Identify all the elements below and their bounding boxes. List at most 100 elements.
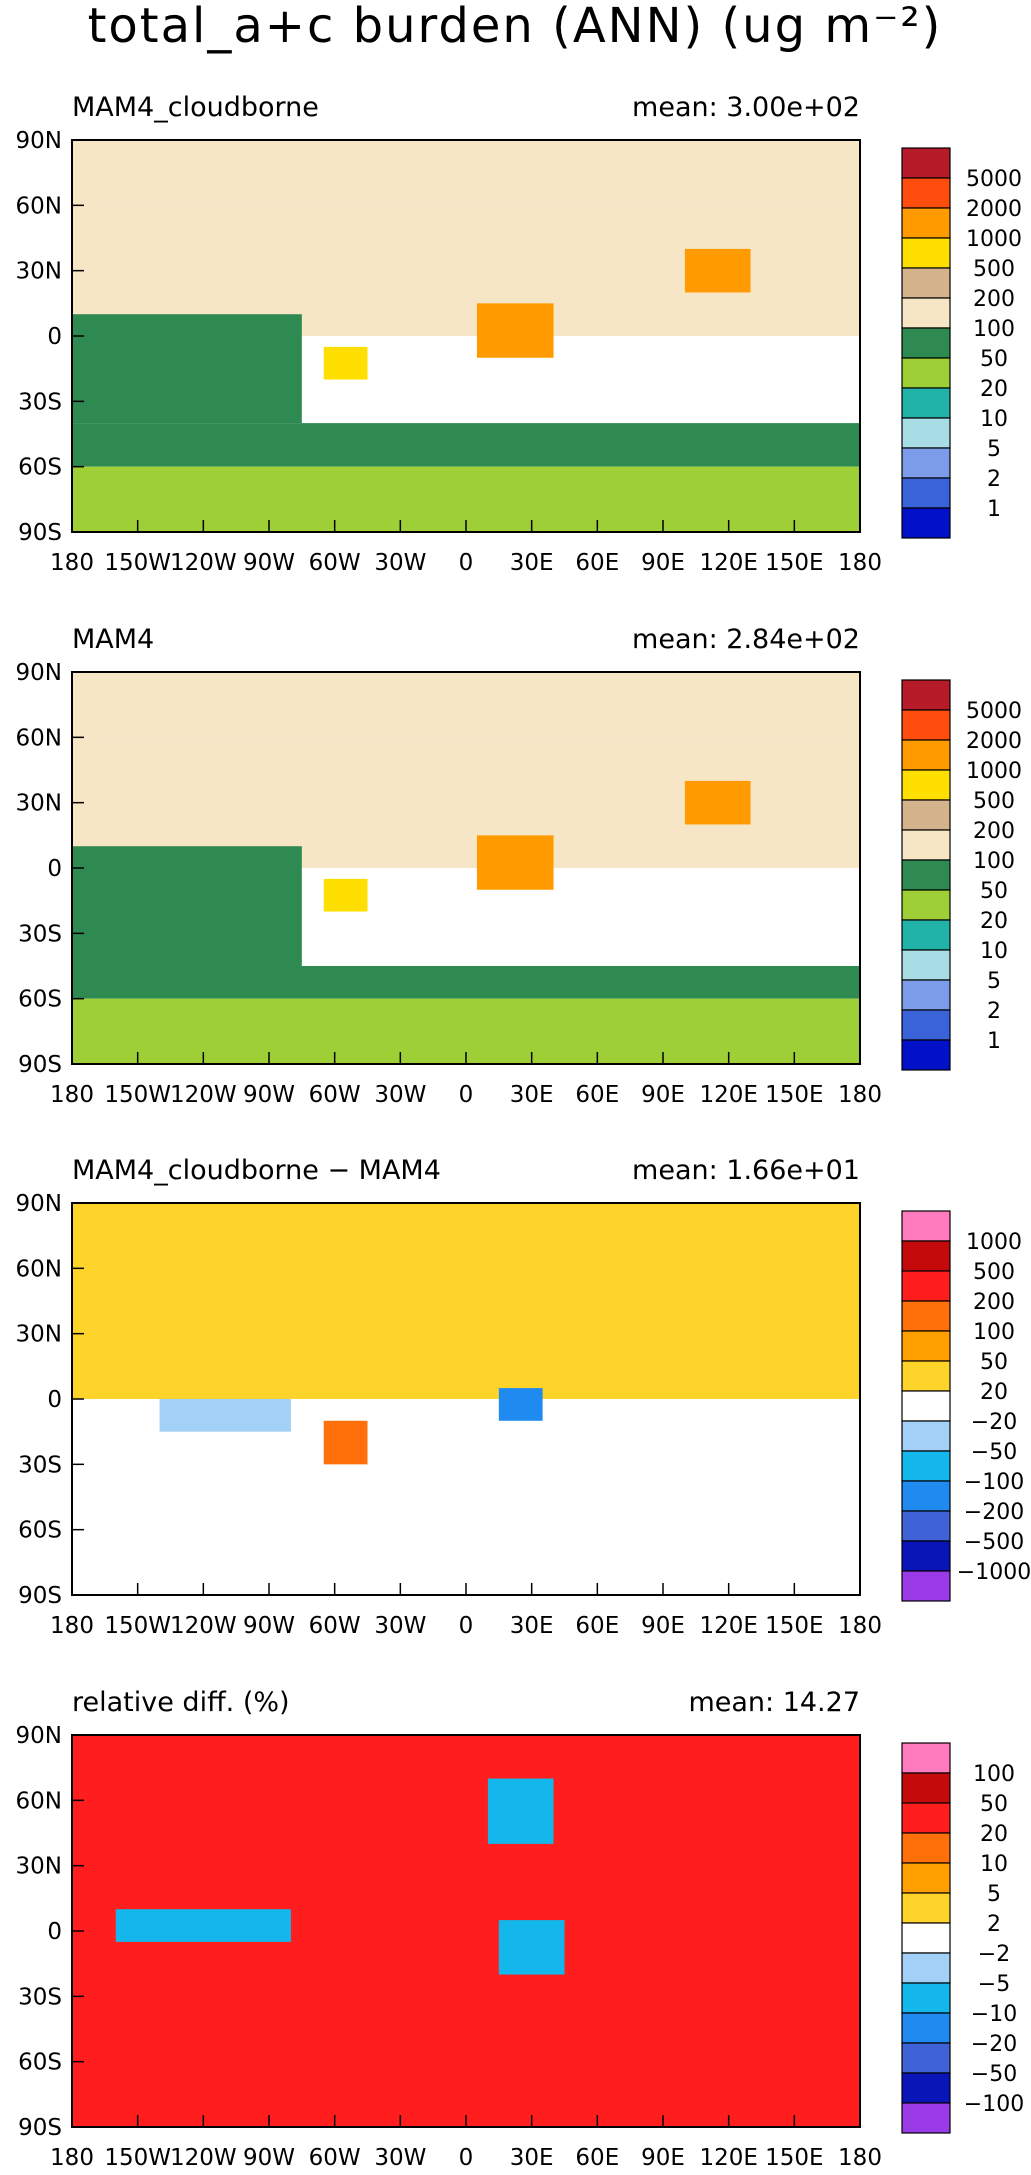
colorbar-label: 2: [987, 467, 1001, 492]
y-tick-label: 60S: [18, 987, 62, 1013]
colorbar-swatch: [901, 1832, 951, 1864]
field-zone: [72, 672, 860, 738]
colorbar-label: 5000: [966, 699, 1022, 724]
x-tick-label: 0: [459, 1613, 474, 1639]
colorbar-label: 100: [973, 849, 1015, 874]
colorbar-label: 5: [987, 437, 1001, 462]
colorbar-swatch: [901, 2042, 951, 2074]
colorbar-label: 500: [973, 789, 1015, 814]
x-tick-label: 30W: [374, 2145, 426, 2171]
panel-mean: mean: 14.27: [688, 1687, 860, 1718]
field-zone: [323, 1420, 368, 1465]
field-zone: [72, 140, 860, 206]
colorbar-swatch: [901, 979, 951, 1011]
colorbar-swatch: [901, 1240, 951, 1272]
x-tick-label: 60W: [309, 1613, 361, 1639]
x-tick-label: 150E: [765, 2145, 823, 2171]
colorbar-label: 50: [980, 879, 1008, 904]
colorbar-swatch: [901, 147, 951, 179]
x-tick-label: 90W: [243, 1613, 295, 1639]
y-tick-label: 90N: [16, 1191, 62, 1217]
x-tick-label: 150E: [765, 1082, 823, 1108]
colorbar: 1000 500 200 100 50 20 −20 −50 −100 −200 −500 −1000: [901, 1210, 1031, 1602]
x-tick-label: 150W: [104, 1082, 171, 1108]
x-tick-label: 60W: [309, 2145, 361, 2171]
field-zone: [323, 346, 368, 380]
colorbar: 5000 2000 1000 500 200 100 50 20 10 5 2 1: [901, 147, 1022, 539]
colorbar: 5000 2000 1000 500 200 100 50 20 10 5 2 1: [901, 679, 1022, 1071]
field-zone: [72, 846, 302, 966]
x-tick-label: 150E: [765, 1613, 823, 1639]
y-tick-label: 30S: [18, 921, 62, 947]
colorbar-label: 1: [987, 497, 1001, 522]
colorbar-swatch: [901, 889, 951, 921]
colorbar-label: 20: [980, 377, 1008, 402]
y-tick-label: 60N: [16, 1256, 62, 1282]
field-zone: [72, 1203, 860, 1399]
x-tick-label: 60W: [309, 1082, 361, 1108]
x-tick-label: 90W: [243, 550, 295, 576]
y-tick-label: 60N: [16, 725, 62, 751]
field-zone: [72, 314, 302, 424]
y-tick-label: 60S: [18, 455, 62, 481]
colorbar: 100 50 20 10 5 2 −2 −5 −10 −20 −50 −100: [901, 1742, 1024, 2134]
colorbar-label: −200: [964, 1500, 1024, 1525]
map-field: [72, 140, 860, 532]
field-zone: [476, 835, 554, 890]
x-tick-label: 120W: [170, 550, 237, 576]
x-tick-label: 60E: [575, 550, 619, 576]
x-tick-label: 180: [838, 550, 882, 576]
field-zone: [72, 423, 860, 467]
figure-title: total_a+c burden (ANN) (ug m⁻²): [88, 0, 943, 54]
x-tick-label: 30E: [510, 550, 554, 576]
colorbar-swatch: [901, 1570, 951, 1602]
y-tick-label: 90S: [18, 1052, 62, 1078]
panel-title: MAM4_cloudborne − MAM4: [72, 1155, 441, 1186]
y-tick-label: 0: [47, 856, 62, 882]
colorbar-swatch: [901, 679, 951, 711]
colorbar-label: 1000: [966, 227, 1022, 252]
colorbar-swatch: [901, 207, 951, 239]
y-tick-label: 30S: [18, 1984, 62, 2010]
x-tick-label: 120E: [699, 550, 757, 576]
colorbar-label: 20: [980, 909, 1008, 934]
panel-mean: mean: 1.66e+01: [632, 1155, 860, 1186]
map-field: [72, 672, 860, 1064]
colorbar-swatch: [901, 327, 951, 359]
colorbar-label: −2: [978, 1942, 1010, 1967]
x-tick-label: 180: [838, 1082, 882, 1108]
colorbar-label: −10: [971, 2002, 1017, 2027]
colorbar-swatch: [901, 859, 951, 891]
x-tick-label: 0: [459, 1082, 474, 1108]
colorbar-label: 100: [973, 1762, 1015, 1787]
x-tick-label: 120E: [699, 1613, 757, 1639]
colorbar-swatch: [901, 1802, 951, 1834]
colorbar-label: −20: [971, 1410, 1017, 1435]
y-tick-label: 30S: [18, 1452, 62, 1478]
colorbar-swatch: [901, 267, 951, 299]
panel-mean: mean: 2.84e+02: [632, 624, 860, 655]
colorbar-label: 500: [973, 257, 1015, 282]
x-tick-label: 0: [459, 2145, 474, 2171]
field-zone: [684, 248, 751, 293]
colorbar-label: 500: [973, 1260, 1015, 1285]
x-tick-label: 30W: [374, 1082, 426, 1108]
colorbar-label: 100: [973, 317, 1015, 342]
x-tick-label: 90E: [641, 1613, 685, 1639]
colorbar-swatch: [901, 357, 951, 389]
y-tick-label: 0: [47, 1387, 62, 1413]
x-tick-label: 90W: [243, 2145, 295, 2171]
colorbar-swatch: [901, 1982, 951, 2014]
colorbar-label: −100: [964, 1470, 1024, 1495]
colorbar-swatch: [901, 1772, 951, 1804]
y-tick-label: 60N: [16, 193, 62, 219]
field-zone: [323, 878, 368, 912]
colorbar-swatch: [901, 919, 951, 951]
colorbar-label: 10: [980, 1852, 1008, 1877]
colorbar-swatch: [901, 507, 951, 539]
x-tick-label: 60W: [309, 550, 361, 576]
colorbar-swatch: [901, 1510, 951, 1542]
colorbar-label: 200: [973, 287, 1015, 312]
colorbar-swatch: [901, 447, 951, 479]
